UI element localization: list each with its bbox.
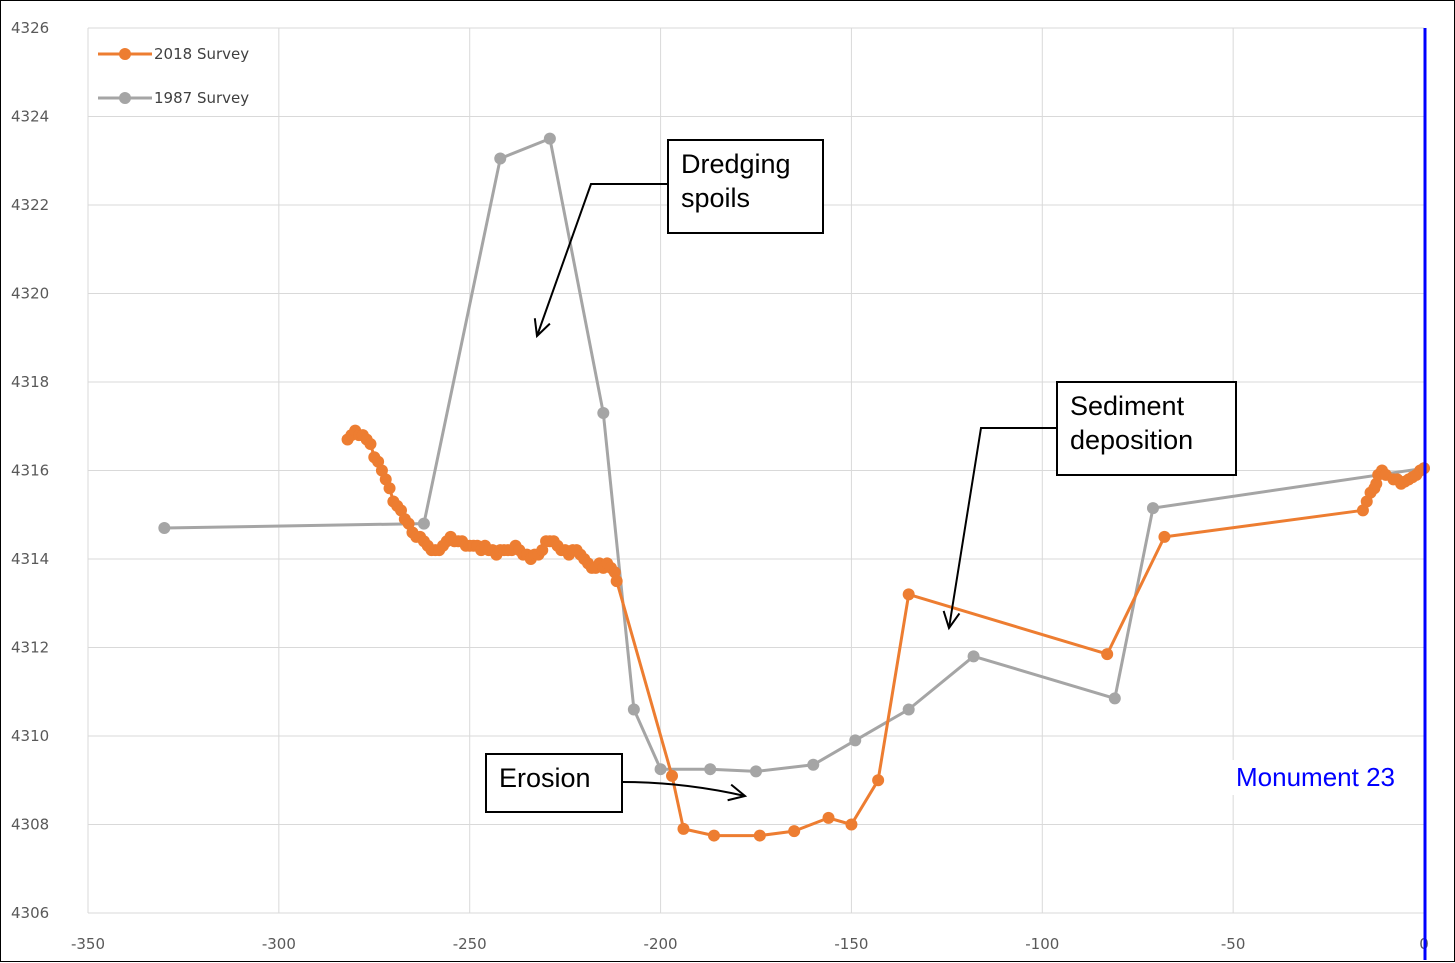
data-point xyxy=(543,132,556,145)
callout-dredging-spoils: Dredging spoils xyxy=(667,139,824,234)
data-point xyxy=(704,763,717,776)
x-tick-label: -200 xyxy=(644,935,678,953)
data-point xyxy=(1146,502,1159,515)
x-tick-label: -300 xyxy=(262,935,296,953)
arrow-shaft xyxy=(622,781,746,797)
data-point xyxy=(708,829,721,842)
data-point xyxy=(902,588,915,601)
arrow-shaft xyxy=(536,183,667,337)
legend-item: 1987 Survey xyxy=(98,89,249,107)
data-point xyxy=(1108,692,1121,705)
y-tick-label: 4324 xyxy=(11,108,49,126)
y-tick-label: 4308 xyxy=(11,816,49,834)
data-point xyxy=(677,822,690,835)
legend: 2018 Survey 1987 Survey xyxy=(98,45,249,107)
data-point xyxy=(753,829,766,842)
callout-sediment-line-1: Sediment xyxy=(1070,391,1185,421)
data-point xyxy=(417,517,430,530)
data-point xyxy=(902,703,915,716)
x-tick-label: -150 xyxy=(834,935,868,953)
series-area xyxy=(158,28,1430,960)
x-tick-label: -100 xyxy=(1025,935,1059,953)
arrow-head xyxy=(727,783,748,802)
data-point xyxy=(872,774,885,787)
arrow-head xyxy=(942,610,961,631)
series-2018-survey xyxy=(341,424,1430,842)
data-point xyxy=(807,758,820,771)
callout-dredging-line-2: spoils xyxy=(681,183,751,213)
y-tick-label: 4316 xyxy=(11,462,49,480)
data-point xyxy=(627,703,640,716)
legend-label: 2018 Survey xyxy=(154,45,249,63)
callout-erosion: Erosion xyxy=(485,753,623,813)
data-point xyxy=(383,482,396,495)
data-point xyxy=(610,575,623,588)
monument-label: Monument 23 xyxy=(1230,760,1401,795)
legend-item: 2018 Survey xyxy=(98,45,249,63)
data-point xyxy=(597,406,610,419)
data-point xyxy=(845,818,858,831)
legend-swatch-marker xyxy=(119,92,131,104)
data-point xyxy=(788,825,801,838)
data-point xyxy=(1158,530,1171,543)
data-point xyxy=(1101,648,1114,661)
arrow-head xyxy=(533,318,551,339)
callout-erosion-line-1: Erosion xyxy=(499,763,591,793)
legend-label: 1987 Survey xyxy=(154,89,249,107)
y-tick-label: 4326 xyxy=(11,19,49,37)
legend-swatch-marker xyxy=(119,48,131,60)
x-tick-label: -350 xyxy=(71,935,105,953)
y-tick-label: 4310 xyxy=(11,727,49,745)
y-tick-label: 4306 xyxy=(11,904,49,922)
x-tick-label: -250 xyxy=(453,935,487,953)
y-tick-label: 4318 xyxy=(11,373,49,391)
series-line xyxy=(164,137,1425,773)
y-tick-label: 4312 xyxy=(11,639,49,657)
y-tick-label: 4314 xyxy=(11,550,49,568)
y-tick-label: 4320 xyxy=(11,285,49,303)
callout-dredging-line-1: Dredging xyxy=(681,149,791,179)
data-point xyxy=(849,734,862,747)
data-point xyxy=(750,765,762,778)
x-tick-label: -50 xyxy=(1221,935,1246,953)
data-point xyxy=(494,152,507,165)
callout-sediment-line-2: deposition xyxy=(1070,425,1194,455)
data-point xyxy=(364,437,377,450)
data-point xyxy=(666,769,679,782)
arrow-dredging xyxy=(533,183,667,339)
data-point xyxy=(158,522,171,535)
y-tick-label: 4322 xyxy=(11,196,49,214)
data-point xyxy=(967,650,980,663)
arrow-shaft xyxy=(948,427,1056,629)
axes: -350-300-250-200-150-100-500430643084310… xyxy=(11,19,1429,953)
callout-arrows xyxy=(533,183,1056,802)
arrow-erosion xyxy=(622,781,748,802)
data-point xyxy=(822,811,835,824)
callout-sediment-deposition: Sediment deposition xyxy=(1056,381,1237,476)
data-point xyxy=(654,763,667,776)
arrow-sediment xyxy=(942,427,1056,631)
